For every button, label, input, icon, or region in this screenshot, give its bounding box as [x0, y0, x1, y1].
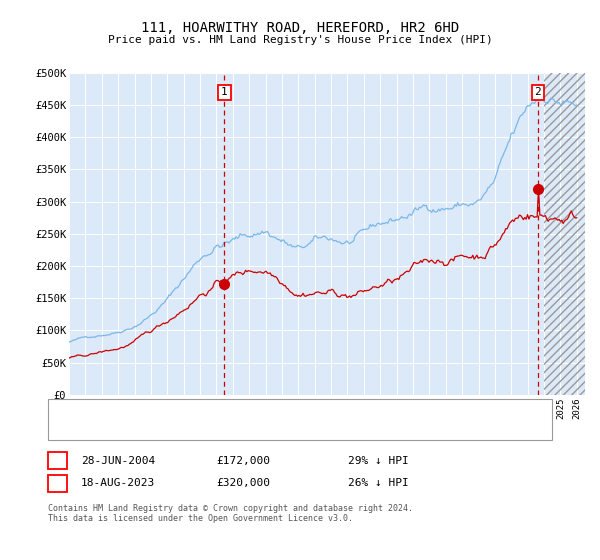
- Text: Price paid vs. HM Land Registry's House Price Index (HPI): Price paid vs. HM Land Registry's House …: [107, 35, 493, 45]
- Text: £320,000: £320,000: [216, 478, 270, 488]
- Text: 26% ↓ HPI: 26% ↓ HPI: [348, 478, 409, 488]
- Text: £172,000: £172,000: [216, 456, 270, 466]
- Text: 1: 1: [54, 456, 61, 466]
- Bar: [544, 73, 600, 395]
- Text: 18-AUG-2023: 18-AUG-2023: [81, 478, 155, 488]
- Text: 111, HOARWITHY ROAD, HEREFORD, HR2 6HD (detached house): 111, HOARWITHY ROAD, HEREFORD, HR2 6HD (…: [108, 405, 431, 416]
- Text: 111, HOARWITHY ROAD, HEREFORD, HR2 6HD: 111, HOARWITHY ROAD, HEREFORD, HR2 6HD: [141, 21, 459, 35]
- Text: 1: 1: [221, 87, 228, 97]
- Text: 2: 2: [54, 478, 61, 488]
- Text: 2: 2: [535, 87, 541, 97]
- Text: HPI: Average price, detached house, Herefordshire: HPI: Average price, detached house, Here…: [108, 426, 396, 436]
- Text: Contains HM Land Registry data © Crown copyright and database right 2024.
This d: Contains HM Land Registry data © Crown c…: [48, 504, 413, 524]
- Text: 28-JUN-2004: 28-JUN-2004: [81, 456, 155, 466]
- Text: 29% ↓ HPI: 29% ↓ HPI: [348, 456, 409, 466]
